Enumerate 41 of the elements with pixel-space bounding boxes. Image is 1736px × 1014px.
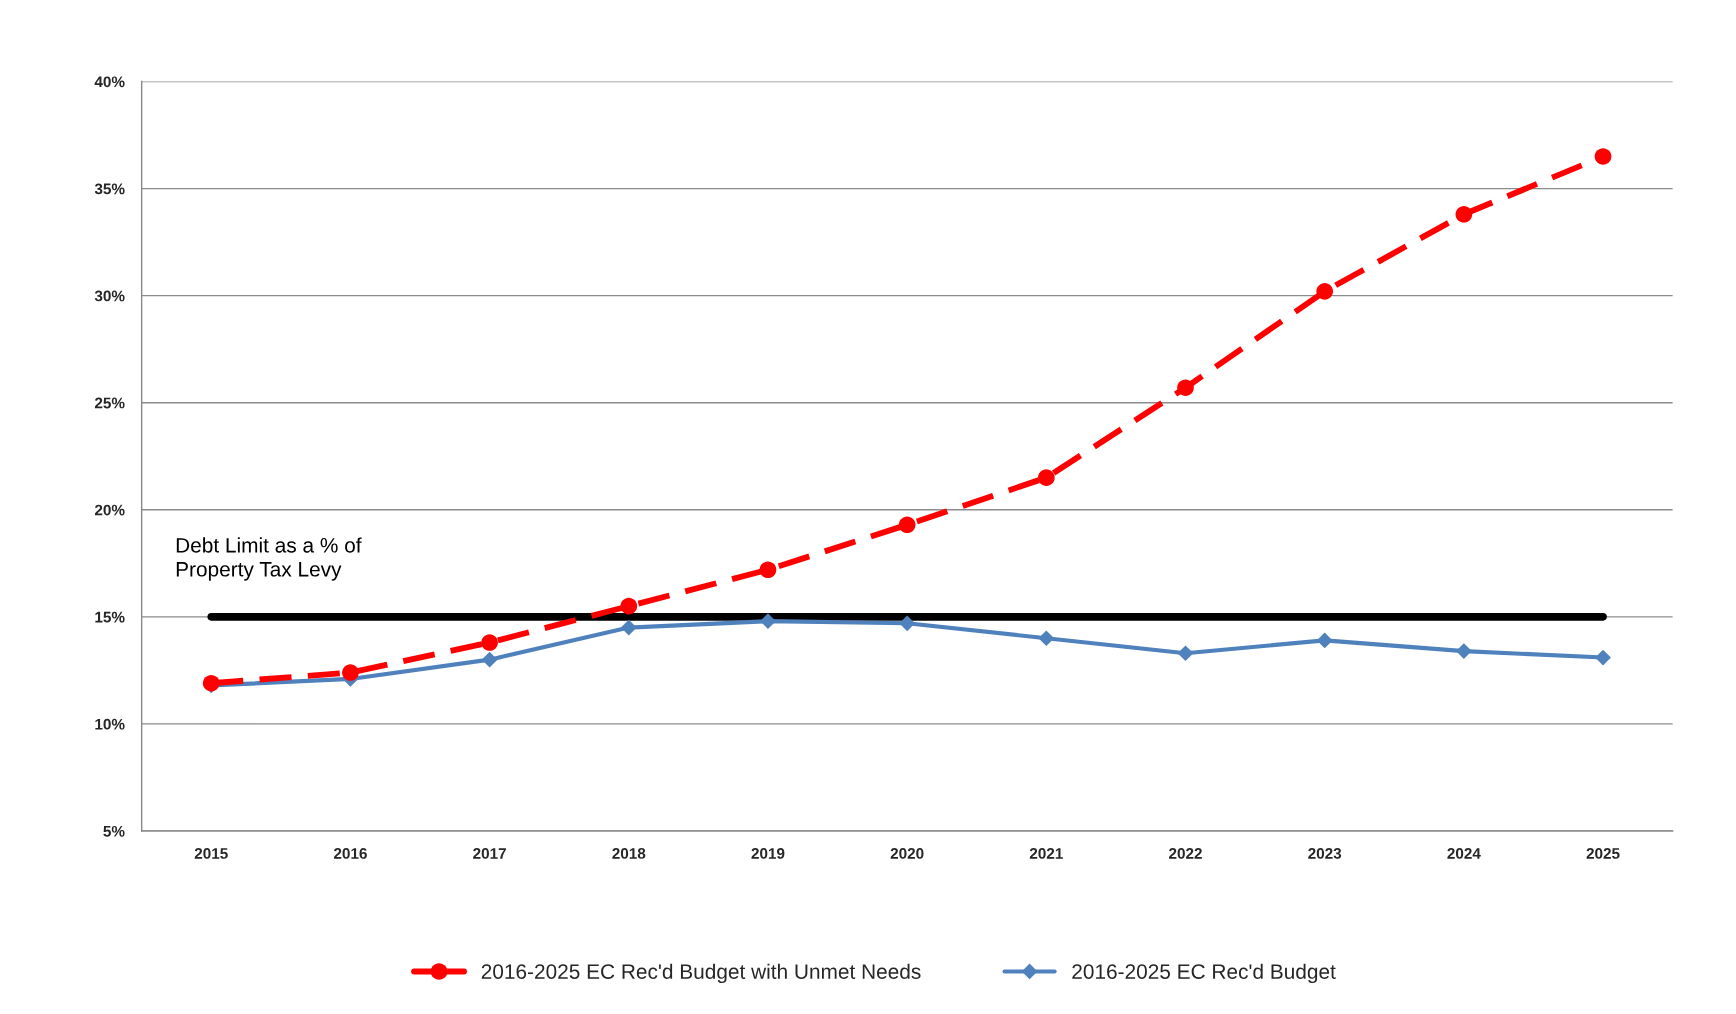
ref-line-label: Debt Limit as a % of Property Tax Levy — [176, 537, 362, 581]
point — [1038, 630, 1055, 647]
point — [760, 613, 776, 629]
point — [342, 664, 359, 681]
x-tick-label: 2015 — [194, 848, 228, 859]
point — [481, 634, 498, 651]
legend-label: 2016-2025 EC Rec'd Budget with Unmet Needs — [481, 963, 921, 984]
point — [620, 597, 638, 615]
point — [1177, 645, 1194, 662]
x-tick-label: 2023 — [1308, 848, 1342, 859]
y-tick-label: 15% — [95, 611, 125, 623]
point — [1456, 643, 1472, 659]
x-tick-label: 2022 — [1169, 848, 1202, 859]
y-tick-label: 25% — [94, 397, 125, 409]
x-tick-label: 2016 — [333, 848, 367, 859]
x-tick-label: 2020 — [890, 848, 924, 859]
point — [1595, 649, 1611, 666]
point — [1594, 148, 1612, 165]
legend-label: 2016-2025 EC Rec'd Budget — [1072, 963, 1336, 984]
x-tick-label: 2024 — [1447, 848, 1481, 859]
point — [481, 651, 498, 668]
x-tick-label: 2019 — [751, 848, 785, 859]
point — [1037, 469, 1055, 486]
y-tick-label: 30% — [94, 290, 125, 302]
point — [898, 516, 916, 534]
point — [1177, 379, 1194, 397]
y-tick-label: 10% — [95, 718, 125, 730]
point — [759, 561, 777, 579]
y-tick-label: 40% — [94, 76, 125, 88]
y-tick-label: 35% — [94, 183, 125, 195]
x-tick-label: 2018 — [612, 848, 646, 859]
point — [1455, 205, 1473, 223]
point — [899, 615, 915, 632]
x-tick-label: 2017 — [473, 848, 506, 859]
x-tick-label: 2021 — [1029, 848, 1063, 859]
point — [1316, 283, 1334, 300]
y-tick-label: 20% — [94, 504, 125, 516]
x-tick-label: 2025 — [1586, 848, 1620, 859]
y-tick-label: 5% — [103, 825, 125, 837]
point — [620, 619, 637, 636]
point — [1316, 632, 1333, 649]
